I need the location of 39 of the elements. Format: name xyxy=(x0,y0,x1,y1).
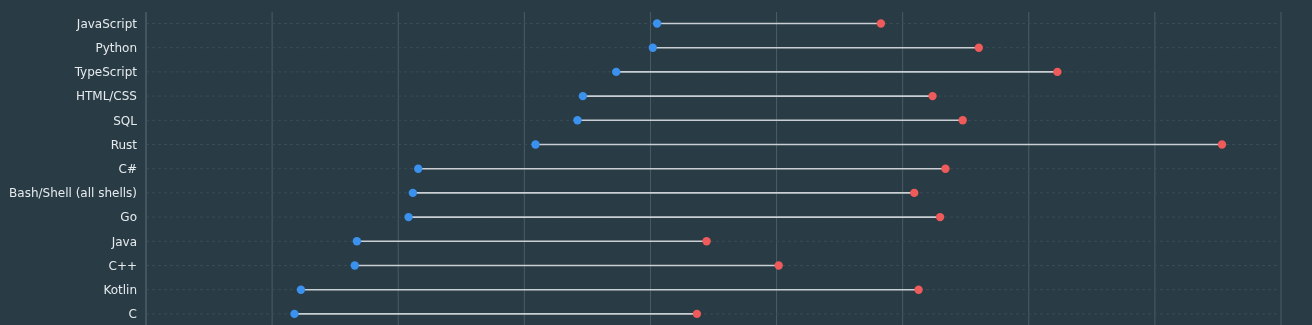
point xyxy=(648,43,657,52)
point xyxy=(876,19,886,28)
point xyxy=(941,164,950,173)
point xyxy=(290,309,299,319)
point xyxy=(531,140,540,149)
point xyxy=(974,43,984,52)
point xyxy=(935,212,945,222)
point xyxy=(296,285,306,294)
point xyxy=(578,91,588,101)
y-tick-label: HTML/CSS xyxy=(75,89,137,104)
y-tick-label: Java xyxy=(110,234,137,249)
point xyxy=(350,261,359,270)
y-tick-label: SQL xyxy=(113,113,138,128)
point xyxy=(652,19,662,28)
point xyxy=(404,212,413,222)
y-tick-label: C++ xyxy=(108,258,137,273)
point xyxy=(612,67,621,77)
y-tick-label: C# xyxy=(118,161,137,176)
point xyxy=(1053,67,1062,77)
y-tick-label: Rust xyxy=(110,137,138,152)
y-tick-label: Bash/Shell (all shells) xyxy=(9,186,137,201)
point xyxy=(414,164,423,173)
point xyxy=(352,237,362,246)
point xyxy=(914,285,923,294)
point xyxy=(958,116,967,125)
point xyxy=(928,91,937,101)
point xyxy=(408,188,418,198)
y-tick-label: Python xyxy=(95,40,137,55)
y-tick-label: TypeScript xyxy=(73,65,138,80)
point xyxy=(910,188,919,198)
point xyxy=(573,116,582,125)
y-tick-label: Kotlin xyxy=(103,282,137,297)
y-tick-label: C xyxy=(128,307,137,322)
y-tick-label: Go xyxy=(120,210,137,225)
y-tick-label: JavaScript xyxy=(75,16,138,31)
point xyxy=(1217,140,1227,149)
point xyxy=(692,309,702,319)
point xyxy=(702,237,711,246)
point xyxy=(774,261,783,270)
